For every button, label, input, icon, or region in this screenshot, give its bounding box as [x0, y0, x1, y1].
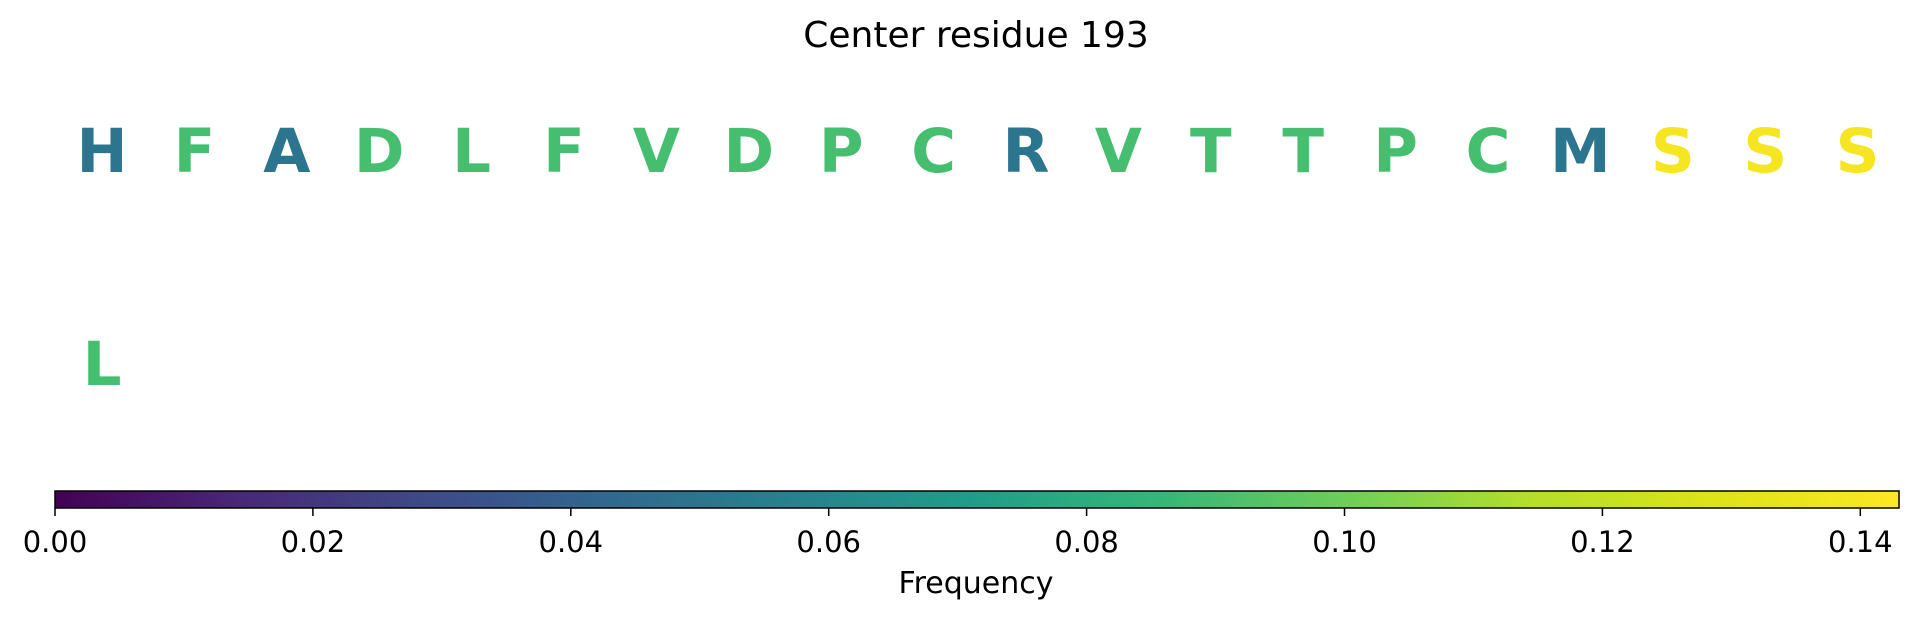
- residue-letter: V: [1095, 116, 1142, 187]
- colorbar-tick-label: 0.12: [1570, 525, 1635, 559]
- residue-letter: S: [1836, 116, 1880, 187]
- residue-letter: C: [911, 116, 956, 187]
- residue-letter: F: [543, 116, 585, 187]
- colorbar-ticks: 0.00 0.02 0.04 0.06 0.08 0.10 0.12 0.14: [23, 508, 1893, 559]
- residue-letter: P: [1373, 116, 1418, 187]
- chart-title: Center residue 193: [803, 15, 1149, 56]
- residue-letter: C: [1466, 116, 1511, 187]
- colorbar-tick-label: 0.10: [1312, 525, 1377, 559]
- residues-layer: H F A D L F V D P C R V T T P C M S S SL: [76, 116, 1879, 400]
- colorbar-tick-label: 0.04: [539, 525, 604, 559]
- colorbar-gradient: [55, 491, 1899, 508]
- colorbar-tick-label: 0.00: [23, 525, 88, 559]
- residue-letter: A: [263, 116, 310, 187]
- residue-letter: D: [723, 116, 774, 187]
- residue-letter: D: [354, 116, 405, 187]
- residue-letter: V: [633, 116, 680, 187]
- residue-letter: T: [1282, 116, 1324, 187]
- colorbar-tick-label: 0.02: [281, 525, 346, 559]
- residue-letter: S: [1651, 116, 1695, 187]
- residue-letter: R: [1003, 116, 1050, 187]
- colorbar-tick-label: 0.06: [796, 525, 861, 559]
- colorbar-label: Frequency: [899, 566, 1054, 601]
- colorbar-tick-label: 0.14: [1828, 525, 1893, 559]
- residue-letter: T: [1190, 116, 1232, 187]
- residue-letter: L: [452, 116, 491, 187]
- residue-letter: H: [76, 116, 127, 187]
- residue-letter: L: [83, 329, 122, 400]
- residue-letter: P: [819, 116, 864, 187]
- residue-letter: M: [1550, 116, 1611, 187]
- residue-letter: S: [1743, 116, 1787, 187]
- colorbar-frame: [54, 490, 1900, 509]
- colorbar-tick-label: 0.08: [1054, 525, 1119, 559]
- residue-letter: F: [174, 116, 216, 187]
- colorbar: 0.00 0.02 0.04 0.06 0.08 0.10 0.12 0.14 Frequen…: [23, 490, 1900, 601]
